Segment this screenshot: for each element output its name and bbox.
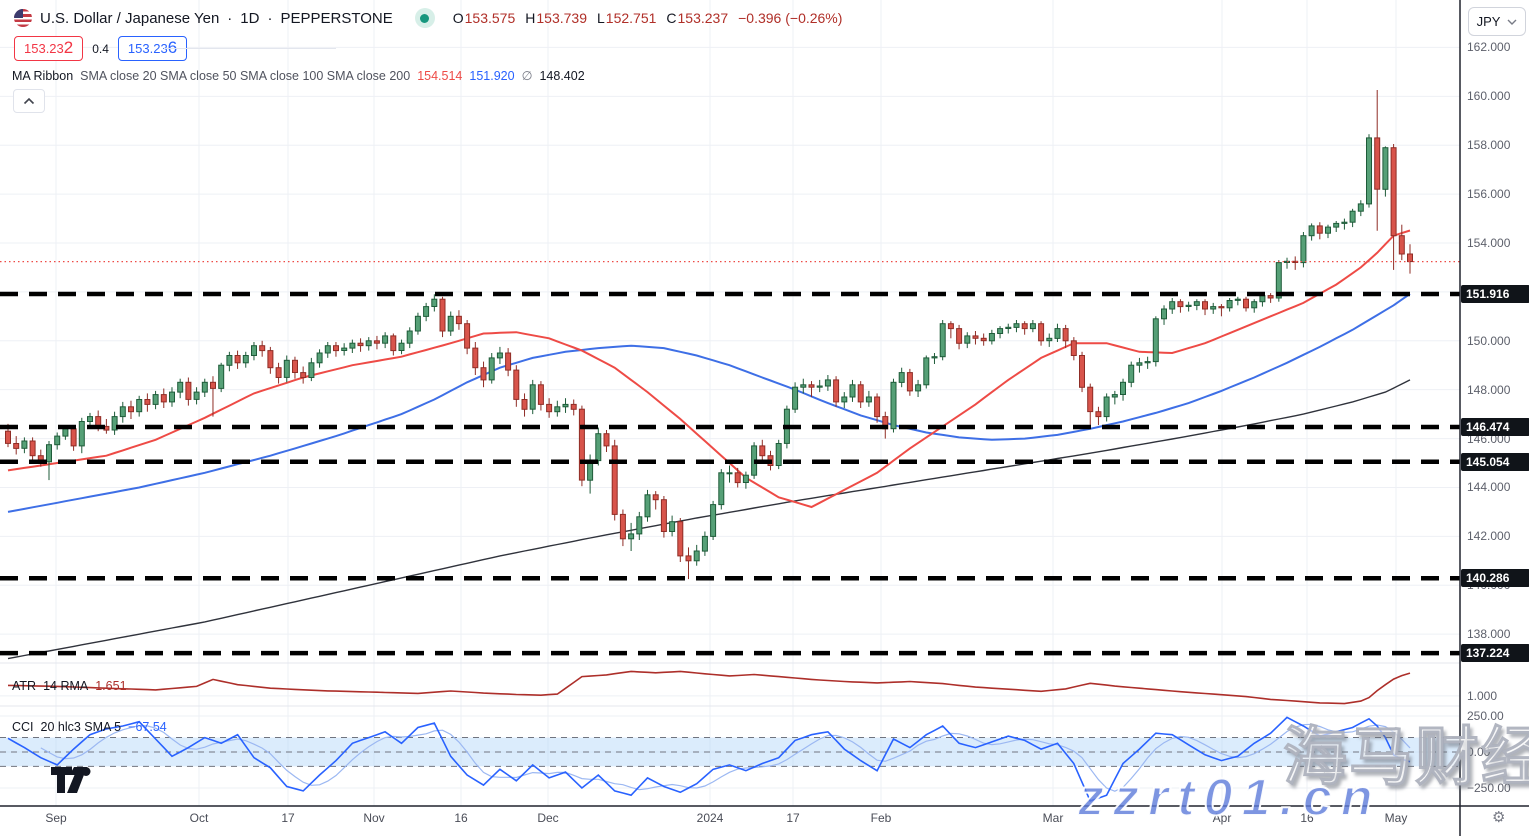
cci-axis-label: 250.00 xyxy=(1467,708,1504,723)
time-axis-label: 2024 xyxy=(696,811,724,825)
time-axis-label: 16 xyxy=(1300,811,1314,825)
price-axis-label: 138.000 xyxy=(1467,627,1511,642)
time-axis-label: Dec xyxy=(537,811,559,825)
price-level-badge: 145.054 xyxy=(1461,452,1529,471)
ohlc-readout: O 153.575 H 153.739 L 152.751 C 153.237 −0.3… xyxy=(452,10,843,26)
time-axis-label: Nov xyxy=(363,811,385,825)
quote-divider-line xyxy=(164,48,336,49)
low-value: 152.751 xyxy=(605,10,657,26)
sma100-value: ∅ xyxy=(521,69,533,83)
price-level-badge: 137.224 xyxy=(1461,644,1529,663)
price-level-badge: 140.286 xyxy=(1461,569,1529,588)
time-axis-label: May xyxy=(1384,811,1408,825)
high-value: 153.739 xyxy=(536,10,587,26)
cci-line xyxy=(7,716,1411,803)
ma-ribbon-legend[interactable]: MA Ribbon SMA close 20 SMA close 50 SMA … xyxy=(12,68,585,84)
interval-label[interactable]: 1D xyxy=(240,9,260,27)
time-axis-label: Sep xyxy=(45,811,67,825)
atr-value: 1.651 xyxy=(95,679,127,693)
indicator-name: MA Ribbon xyxy=(12,68,74,83)
sma20-value: 154.514 xyxy=(417,68,463,83)
sma200-value: 148.402 xyxy=(539,68,585,83)
indicator-params: 14 RMA xyxy=(43,679,89,693)
axis-settings-gear-icon[interactable]: ⚙ xyxy=(1492,809,1506,826)
chevron-down-icon xyxy=(1507,19,1517,25)
atr-legend[interactable]: ATR 14 RMA 1.651 xyxy=(12,679,127,693)
indicator-name: ATR xyxy=(12,679,37,693)
tradingview-logo[interactable] xyxy=(50,766,96,799)
sell-button[interactable]: 153.23 2 xyxy=(14,36,84,61)
price-axis-label: 150.000 xyxy=(1467,333,1511,348)
price-axis-label: 160.000 xyxy=(1467,89,1511,104)
candles-group xyxy=(5,90,1413,580)
collapse-legend-button[interactable] xyxy=(13,89,45,113)
open-value: 153.575 xyxy=(464,10,516,26)
cci-axis-label: 0.00 xyxy=(1467,744,1491,759)
time-axis-label: 17 xyxy=(281,811,295,825)
indicator-name: CCI xyxy=(12,720,34,734)
cci-legend[interactable]: CCI 20 hlc3 SMA 5 −67.54 xyxy=(12,720,167,734)
separator-dot: · xyxy=(267,9,273,27)
symbol-header: U.S. Dollar / Japanese Yen · 1D · PEPPER… xyxy=(14,8,842,28)
sma20-line xyxy=(7,229,1411,509)
time-axis-label: Feb xyxy=(870,811,892,825)
close-value: 153.237 xyxy=(677,10,729,26)
change-value: −0.396 (−0.26%) xyxy=(738,10,843,26)
sma200-line xyxy=(7,379,1411,660)
symbol-title[interactable]: U.S. Dollar / Japanese Yen xyxy=(40,9,220,27)
atr-line xyxy=(7,670,1411,705)
cci-sma-line xyxy=(40,723,1411,792)
bid-ask-row: 153.23 2 0.4 153.23 6 xyxy=(14,36,336,61)
sma50-value: 151.920 xyxy=(469,68,515,83)
separator-dot: · xyxy=(227,9,233,27)
atr-axis-label: 1.000 xyxy=(1467,688,1498,703)
time-axis-label: 17 xyxy=(786,811,800,825)
time-axis-label: 16 xyxy=(454,811,468,825)
price-axis-label: 154.000 xyxy=(1467,236,1511,250)
cci-value: −67.54 xyxy=(128,720,167,734)
chevron-up-icon xyxy=(23,97,35,105)
cci-axis-label: −250.00 xyxy=(1467,780,1511,795)
price-axis-label: 158.000 xyxy=(1467,138,1511,153)
price-axis-label: 142.000 xyxy=(1467,529,1511,544)
price-axis-label: 144.000 xyxy=(1467,480,1511,495)
exchange-label[interactable]: PEPPERSTONE xyxy=(280,9,393,27)
price-axis-label: 156.000 xyxy=(1467,187,1511,202)
sma50-line xyxy=(7,293,1411,513)
time-axis-label: Mar xyxy=(1042,811,1064,825)
price-axis-label: 148.000 xyxy=(1467,382,1511,397)
price-level-badge: 146.474 xyxy=(1461,417,1529,436)
time-axis-label: Oct xyxy=(189,811,209,825)
indicator-params: 20 hlc3 SMA 5 xyxy=(40,720,122,734)
market-status-icon[interactable] xyxy=(414,8,435,28)
indicator-params: SMA close 20 SMA close 50 SMA close 100 … xyxy=(80,68,411,83)
price-level-badge: 151.916 xyxy=(1461,284,1529,303)
time-axis-label: Apr xyxy=(1212,811,1232,825)
currency-unit-button[interactable]: JPY xyxy=(1468,7,1526,36)
spread-value: 0.4 xyxy=(92,41,109,56)
us-flag-icon xyxy=(14,9,32,27)
price-axis-label: 162.000 xyxy=(1467,40,1511,55)
